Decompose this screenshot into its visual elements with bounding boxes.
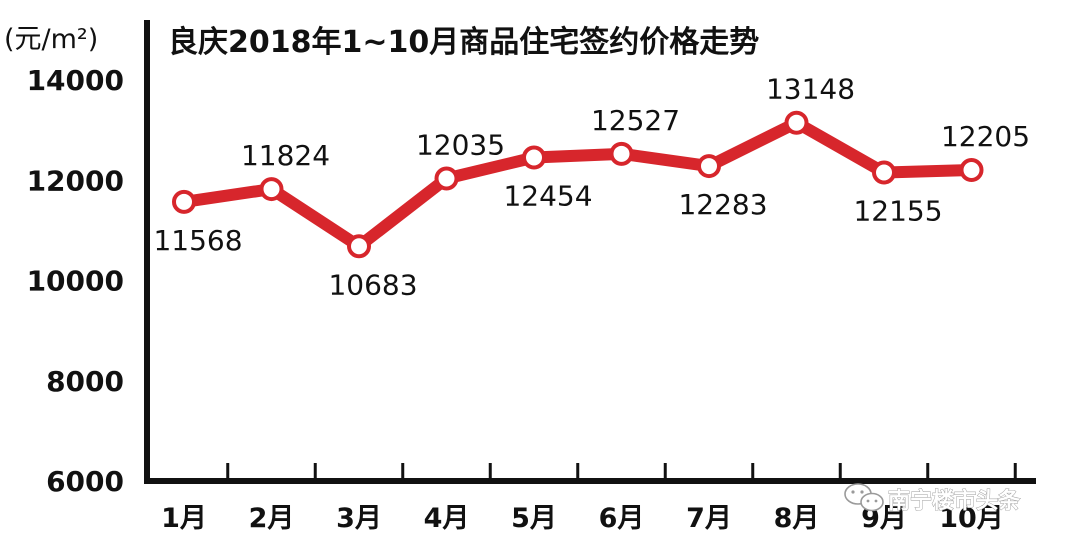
y-tick-labels: 6000 8000 10000 12000 14000 xyxy=(27,64,124,498)
y-tick-label: 10000 xyxy=(27,265,124,298)
x-tick-label: 4月 xyxy=(424,503,470,534)
data-label: 12527 xyxy=(591,104,680,137)
x-tick-label: 10月 xyxy=(939,503,1004,534)
chart-title: 良庆2018年1~10月商品住宅签约价格走势 xyxy=(168,25,759,60)
series-line xyxy=(178,116,978,253)
data-point xyxy=(259,177,284,202)
watermark: 南宁楼市头条 xyxy=(844,483,1021,514)
data-point xyxy=(697,154,721,179)
data-label: 13148 xyxy=(766,73,855,106)
data-point xyxy=(434,166,459,191)
wechat-icon xyxy=(844,483,884,512)
data-point xyxy=(959,157,984,182)
watermark-text: 南宁楼市头条 xyxy=(888,488,1021,514)
y-tick-label: 14000 xyxy=(27,64,124,97)
data-point xyxy=(609,141,634,166)
x-tick-label: 1月 xyxy=(161,503,207,534)
data-point xyxy=(347,234,371,259)
y-axis-unit: (元/m²) xyxy=(4,24,98,55)
data-label: 12035 xyxy=(416,128,505,161)
x-tick-label: 3月 xyxy=(336,503,382,534)
data-point xyxy=(172,189,196,214)
x-tick-label: 5月 xyxy=(511,503,557,534)
y-tick-label: 8000 xyxy=(46,365,124,398)
data-label: 10683 xyxy=(328,268,417,301)
x-tick-label: 8月 xyxy=(774,503,820,534)
data-label: 12454 xyxy=(503,179,592,212)
y-tick-label: 6000 xyxy=(46,465,124,498)
data-label: 11568 xyxy=(153,224,242,257)
data-label: 11824 xyxy=(241,139,330,172)
x-tick-label: 6月 xyxy=(599,503,645,534)
data-labels: 11568 11824 10683 12035 12454 12527 12283 13148… xyxy=(153,73,1030,302)
data-label: 12155 xyxy=(853,194,942,227)
data-points xyxy=(172,110,984,259)
x-tick-label: 2月 xyxy=(249,503,295,534)
data-point xyxy=(784,110,809,135)
data-point xyxy=(872,160,896,185)
y-tick-label: 12000 xyxy=(27,164,124,197)
data-label: 12283 xyxy=(678,188,767,221)
x-tick-labels: 1月 2月 3月 4月 5月 6月 7月 8月 9月 10月 xyxy=(161,463,1017,534)
data-point xyxy=(522,145,546,170)
x-tick-label: 7月 xyxy=(686,503,732,534)
data-label: 12205 xyxy=(941,120,1030,153)
